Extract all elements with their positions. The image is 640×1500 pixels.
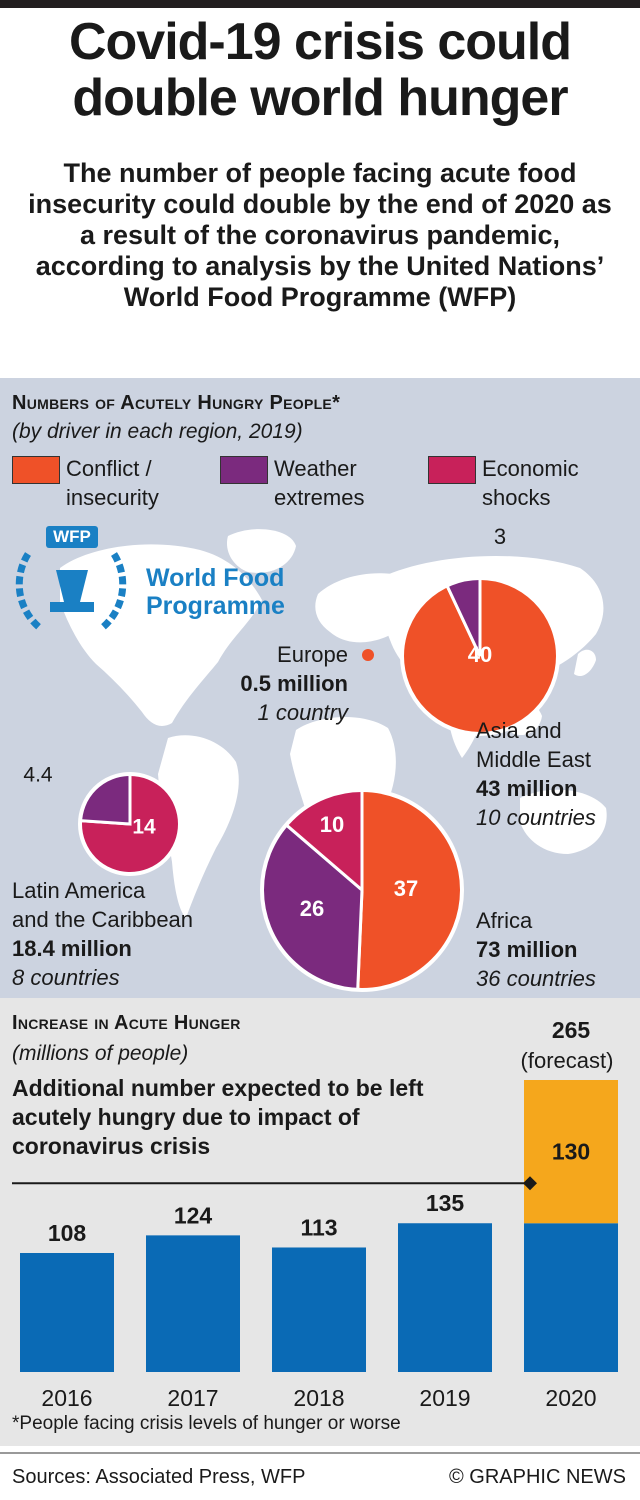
pie-label-africa-economic: 10 <box>320 812 344 837</box>
wfp-logo: WFP World Food Programme <box>6 524 306 644</box>
legend-swatch-economic <box>428 456 476 484</box>
title-line-2: double world hunger <box>72 69 568 127</box>
bar-2020-forecast-addition <box>524 1080 618 1224</box>
latam-countries: 8 countries <box>12 965 120 990</box>
bar-section-title: Increase in Acute Hunger <box>12 1012 241 1034</box>
region-label-asia: Asia and Middle East 43 million 10 count… <box>476 716 596 832</box>
asia-total: 43 million <box>476 776 578 801</box>
greenland-land <box>226 529 296 573</box>
bar-2016 <box>20 1252 114 1372</box>
top-bar <box>0 0 640 8</box>
bar-value-2020-additional: 130 <box>552 1139 590 1165</box>
acute-hunger-bar-panel: 2016 108 2017 124 2018 113 2019 135 2020 130 265 (f… <box>0 998 640 1446</box>
pie-rim-asia <box>400 576 560 736</box>
map-section-title: Numbers of Acutely Hungry People* <box>12 392 341 414</box>
latam-total: 18.4 million <box>12 936 132 961</box>
europe-name: Europe <box>277 642 348 667</box>
bar-year-2019: 2019 <box>419 1385 470 1411</box>
legend-weather: Weather extremes <box>220 454 364 512</box>
pie-rim-latam <box>78 772 182 876</box>
wfp-name-line1: World Food <box>146 564 285 592</box>
latam-name: Latin America and the Caribbean <box>12 878 194 932</box>
credit: © GRAPHIC NEWS <box>449 1466 626 1488</box>
pie-label-asia-conflict: 40 <box>468 642 492 667</box>
australia-land <box>520 789 607 854</box>
wfp-emblem-icon <box>15 552 127 631</box>
legend-economic: Economic shocks <box>428 454 579 512</box>
hungry-people-map-panel: 40 3 14 4.4 37 26 10 Numbers of Acutely Hungry… <box>0 378 640 998</box>
footer: Sources: Associated Press, WFP © GRAPHIC… <box>0 1452 640 1500</box>
region-label-europe: Europe 0.5 million 1 country <box>212 640 348 727</box>
asia-countries: 10 countries <box>476 805 596 830</box>
bar-value-2018: 113 <box>300 1214 337 1240</box>
region-label-latam: Latin America and the Caribbean 18.4 mil… <box>12 876 193 992</box>
africa-countries: 36 countries <box>476 966 596 991</box>
south-america-land <box>158 735 239 918</box>
legend-conflict: Conflict / insecurity <box>12 454 159 512</box>
page-subtitle: The number of people facing acute food i… <box>28 158 612 312</box>
europe-total: 0.5 million <box>240 671 348 696</box>
pie-label-latam-economic: 14 <box>132 816 156 839</box>
africa-name: Africa <box>476 908 533 933</box>
legend-label-weather: Weather extremes <box>274 456 365 510</box>
acute-hunger-bar-chart: 2016 108 2017 124 2018 113 2019 135 2020 130 265 (f… <box>12 1017 618 1411</box>
annotation-diamond-marker <box>523 1176 537 1191</box>
bar-value-2020-total: 265 <box>552 1017 591 1043</box>
bars-group: 2016 108 2017 124 2018 113 2019 135 2020 130 265 (f… <box>12 1017 618 1411</box>
region-label-africa: Africa 73 million 36 countries <box>476 906 596 993</box>
pie-latam: 144.4 <box>23 764 182 876</box>
europe-countries: 1 country <box>257 700 349 725</box>
map-section-subtitle: (by driver in each region, 2019) <box>12 420 303 443</box>
bar-2017 <box>146 1235 240 1372</box>
bar-section-subtitle: (millions of people) <box>12 1042 189 1065</box>
japan-land <box>574 649 596 677</box>
asia-name: Asia and Middle East <box>476 718 591 772</box>
title-line-1: Covid-19 crisis could <box>68 13 572 71</box>
bar-value-2019: 135 <box>426 1190 465 1216</box>
legend-swatch-weather <box>220 456 268 484</box>
africa-total: 73 million <box>476 937 578 962</box>
europe-marker <box>362 649 374 661</box>
bar-year-2018: 2018 <box>293 1385 344 1411</box>
pie-label-asia-weather: 3 <box>494 524 506 549</box>
page-title: Covid-19 crisis could double world hunge… <box>0 14 640 126</box>
bar-2018 <box>272 1247 366 1372</box>
legend-label-conflict: Conflict / insecurity <box>66 456 159 510</box>
wfp-acronym: WFP <box>46 526 98 548</box>
pie-africa: 37 26 10 <box>260 788 464 992</box>
north-america-land <box>60 544 262 726</box>
bar-year-2017: 2017 <box>167 1385 218 1411</box>
legend-label-economic: Economic shocks <box>482 456 579 510</box>
pie-asia: 40 3 <box>400 524 560 736</box>
pie-label-latam-weather: 4.4 <box>23 764 53 787</box>
pie-label-africa-weather: 26 <box>300 896 324 921</box>
bar-year-2020: 2020 <box>545 1385 596 1411</box>
legend-swatch-conflict <box>12 456 60 484</box>
footnote: *People facing crisis levels of hunger o… <box>12 1413 401 1434</box>
bar-2020 <box>524 1223 618 1372</box>
pie-rim-africa <box>260 788 464 992</box>
bar-2019 <box>398 1223 492 1372</box>
bar-value-2017: 124 <box>174 1202 213 1228</box>
bar-year-2016: 2016 <box>41 1385 92 1411</box>
bar-value-2016: 108 <box>48 1220 87 1246</box>
world-map-land <box>60 529 607 918</box>
pie-label-africa-conflict: 37 <box>394 876 418 901</box>
wfp-name-line2: Programme <box>146 592 285 620</box>
sources: Sources: Associated Press, WFP <box>12 1466 306 1488</box>
bar-annotation: Additional number expected to be left ac… <box>12 1075 424 1159</box>
bar-forecast-label: (forecast) <box>521 1048 614 1073</box>
